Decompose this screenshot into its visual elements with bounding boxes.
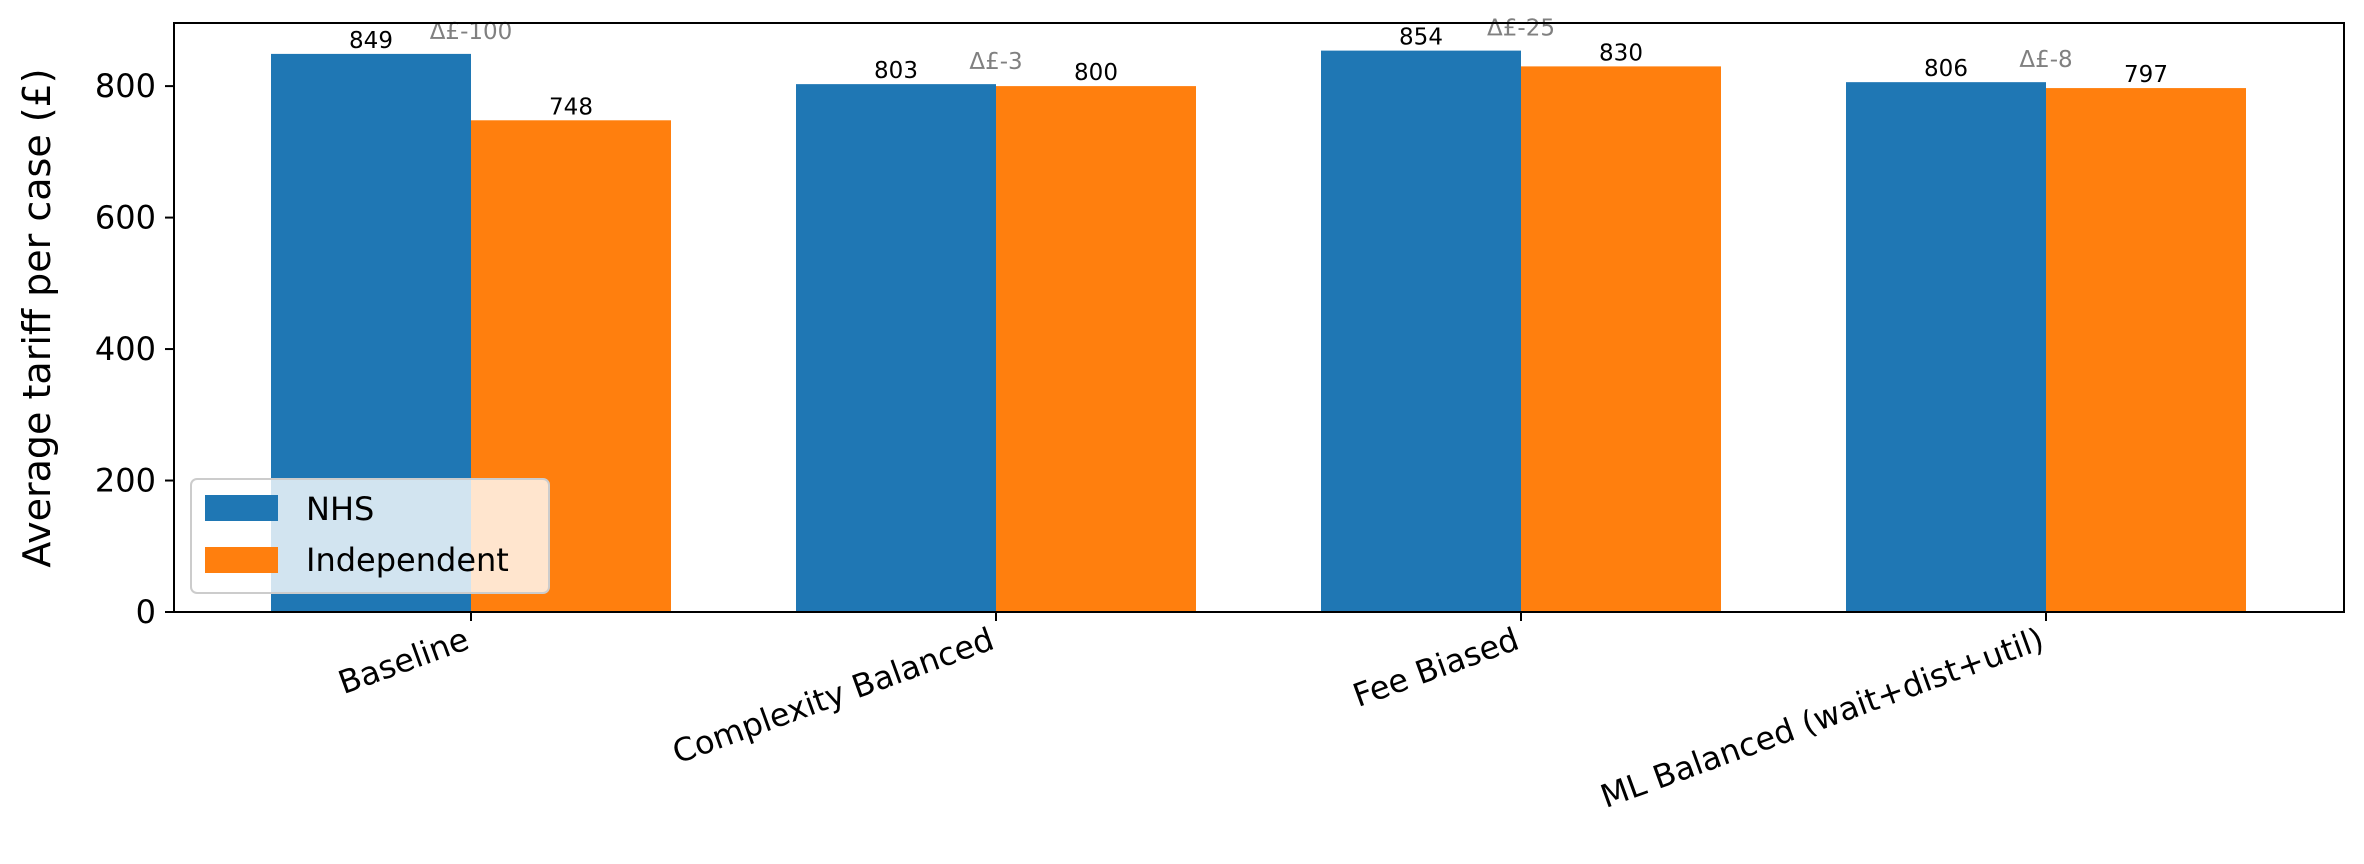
- bars-layer: [271, 50, 2246, 613]
- delta-label-1: Δ£-3: [969, 49, 1022, 75]
- legend-swatch-nhs: [205, 495, 278, 521]
- x-tick-label-0: Baseline: [333, 620, 473, 702]
- y-tick-label-1: 200: [95, 462, 156, 500]
- delta-label-2: Δ£-25: [1487, 16, 1555, 42]
- delta-label-3: Δ£-8: [2019, 47, 2072, 73]
- bar-nhs-2: [1321, 50, 1521, 612]
- x-tick-label-1: Complexity Balanced: [667, 620, 998, 772]
- bar-nhs-1: [796, 84, 996, 612]
- bar-value-label-nhs-1: 803: [874, 58, 918, 84]
- bar-value-label-independent-1: 800: [1074, 60, 1118, 86]
- x-tick-label-3: ML Balanced (wait+dist+util): [1595, 620, 2048, 816]
- bar-value-label-independent-3: 797: [2124, 62, 2168, 88]
- y-tick-label-0: 0: [136, 593, 156, 631]
- y-tick-label-4: 800: [95, 67, 156, 105]
- bar-value-label-nhs-3: 806: [1924, 56, 1968, 82]
- legend-label-independent: Independent: [306, 541, 509, 579]
- legend-box: [190, 478, 550, 594]
- x-tick-label-2: Fee Biased: [1348, 620, 1524, 715]
- legend-label-nhs: NHS: [306, 490, 374, 528]
- y-tick-label-2: 400: [95, 330, 156, 368]
- y-axis-title: Average tariff per case (£): [15, 68, 59, 567]
- legend: NHS Independent: [190, 478, 550, 594]
- plot-frame: [173, 22, 2345, 613]
- bar-value-label-nhs-0: 849: [349, 28, 393, 54]
- bar-nhs-3: [1846, 82, 2046, 612]
- bar-value-label-nhs-2: 854: [1399, 25, 1443, 51]
- bar-value-label-independent-0: 748: [549, 94, 593, 120]
- bar-value-label-independent-2: 830: [1599, 40, 1643, 66]
- bar-independent-3: [2046, 88, 2246, 613]
- legend-swatch-independent: [205, 547, 278, 573]
- bar-labels-layer: 849 748 803 800 854 830 806 797: [349, 25, 2168, 121]
- y-axis: 0 200 400 600 800: [95, 67, 174, 631]
- x-axis: Baseline Complexity Balanced Fee Biased ML …: [333, 612, 2049, 816]
- bar-independent-2: [1521, 66, 1721, 612]
- bar-independent-1: [996, 86, 1196, 613]
- y-tick-label-3: 600: [95, 199, 156, 237]
